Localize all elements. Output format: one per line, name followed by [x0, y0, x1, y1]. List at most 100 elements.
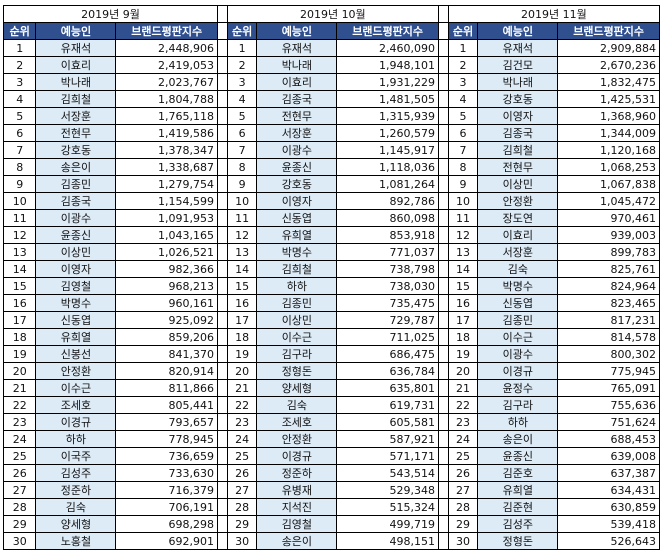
rank-cell: 8 [2, 158, 37, 176]
rank-cell: 29 [2, 515, 37, 533]
rank-cell: 12 [226, 226, 258, 244]
ranking-body: 1 유재석 2,448,906 1 유재석 2,460,090 1 유재석 2,909,884 2… [2, 39, 660, 550]
name-cell: 정형돈 [477, 532, 559, 550]
rank-cell: 27 [226, 481, 258, 499]
name-cell: 김준호 [477, 464, 559, 482]
name-cell: 신동엽 [477, 294, 559, 312]
name-cell: 유희열 [256, 226, 338, 244]
index-cell: 968,213 [115, 277, 218, 295]
name-cell: 유재석 [477, 39, 559, 57]
name-cell: 이영자 [35, 260, 117, 278]
rank-cell: 5 [447, 107, 479, 125]
rank-cell: 1 [447, 39, 479, 57]
rank-cell: 28 [226, 498, 258, 516]
rank-cell: 18 [447, 328, 479, 346]
name-cell: 김희철 [35, 90, 117, 108]
table-row: 17 신동엽 925,092 17 이상민 729,787 17 김종민 817,231 [2, 311, 660, 329]
rank-cell: 7 [226, 141, 258, 159]
index-cell: 1,425,531 [557, 90, 660, 108]
rank-cell: 19 [2, 345, 37, 363]
rank-cell: 21 [226, 379, 258, 397]
name-cell: 김종국 [35, 192, 117, 210]
name-cell: 유재석 [35, 39, 117, 57]
index-cell: 811,866 [115, 379, 218, 397]
rank-cell: 23 [447, 413, 479, 431]
index-cell: 1,481,505 [336, 90, 439, 108]
rank-cell: 12 [447, 226, 479, 244]
rank-cell: 16 [226, 294, 258, 312]
rank-cell: 13 [447, 243, 479, 261]
index-cell: 711,025 [336, 328, 439, 346]
name-cell: 이상민 [477, 175, 559, 193]
rank-cell: 30 [226, 532, 258, 550]
rank-cell: 25 [2, 447, 37, 465]
index-cell: 793,657 [115, 413, 218, 431]
index-cell: 1,931,229 [336, 73, 439, 91]
index-cell: 925,092 [115, 311, 218, 329]
index-cell: 587,921 [336, 430, 439, 448]
rank-cell: 6 [447, 124, 479, 142]
table-row: 29 양세형 698,298 29 김영철 499,719 29 김성주 539,418 [2, 515, 660, 533]
header-index: 브랜드평판지수 [336, 22, 439, 40]
table-row: 14 이영자 982,366 14 김희철 738,798 14 김숙 825,761 [2, 260, 660, 278]
index-cell: 805,441 [115, 396, 218, 414]
table-row: 12 윤종신 1,043,165 12 유희열 853,918 12 이효리 939,003 [2, 226, 660, 244]
header-rank: 순위 [226, 22, 258, 40]
rank-cell: 17 [2, 311, 37, 329]
index-cell: 605,581 [336, 413, 439, 431]
index-cell: 765,091 [557, 379, 660, 397]
name-cell: 김구라 [477, 396, 559, 414]
index-cell: 1,832,475 [557, 73, 660, 91]
name-cell: 김숙 [477, 260, 559, 278]
table-row: 8 송은이 1,338,687 8 윤종신 1,118,036 8 전현무 1,068,253 [2, 158, 660, 176]
name-cell: 안정환 [477, 192, 559, 210]
index-cell: 823,465 [557, 294, 660, 312]
rank-cell: 18 [226, 328, 258, 346]
name-cell: 이광수 [35, 209, 117, 227]
rank-cell: 28 [447, 498, 479, 516]
name-cell: 서장훈 [477, 243, 559, 261]
index-cell: 1,948,101 [336, 56, 439, 74]
header-rank: 순위 [447, 22, 479, 40]
name-cell: 하하 [35, 430, 117, 448]
index-cell: 1,368,960 [557, 107, 660, 125]
name-cell: 김숙 [35, 498, 117, 516]
index-cell: 2,460,090 [336, 39, 439, 57]
table-row: 4 김희철 1,804,788 4 김종국 1,481,505 4 강호동 1,425,531 [2, 90, 660, 108]
name-cell: 박명수 [477, 277, 559, 295]
rank-cell: 9 [2, 175, 37, 193]
index-cell: 751,624 [557, 413, 660, 431]
month-label-oct: 2019년 10월 [226, 5, 439, 23]
rank-cell: 13 [226, 243, 258, 261]
name-cell: 송은이 [477, 430, 559, 448]
index-cell: 1,067,838 [557, 175, 660, 193]
header-name: 예능인 [256, 22, 338, 40]
header-index: 브랜드평판지수 [115, 22, 218, 40]
rank-cell: 11 [226, 209, 258, 227]
index-cell: 1,145,917 [336, 141, 439, 159]
name-cell: 전현무 [477, 158, 559, 176]
table-row: 6 전현무 1,419,586 6 서장훈 1,260,579 6 김종국 1,344,009 [2, 124, 660, 142]
index-cell: 1,260,579 [336, 124, 439, 142]
name-cell: 김성주 [35, 464, 117, 482]
index-cell: 771,037 [336, 243, 439, 261]
index-cell: 1,344,009 [557, 124, 660, 142]
rank-cell: 25 [226, 447, 258, 465]
name-cell: 전현무 [35, 124, 117, 142]
rank-cell: 16 [447, 294, 479, 312]
rank-cell: 26 [2, 464, 37, 482]
month-row: 2019년 9월 2019년 10월 2019년 11월 [3, 5, 660, 23]
index-cell: 515,324 [336, 498, 439, 516]
rank-cell: 5 [2, 107, 37, 125]
table-row: 19 신봉선 841,370 19 김구라 686,475 19 이광수 800,302 [2, 345, 660, 363]
table-row: 28 김숙 706,191 28 지석진 515,324 28 김준현 630,859 [2, 498, 660, 516]
name-cell: 이효리 [35, 56, 117, 74]
index-cell: 1,026,521 [115, 243, 218, 261]
name-cell: 김종국 [256, 90, 338, 108]
table-row: 7 강호동 1,378,347 7 이광수 1,145,917 7 김희철 1,120,168 [2, 141, 660, 159]
table-row: 26 김성주 733,630 26 정준하 543,514 26 김준호 637,387 [2, 464, 660, 482]
name-cell: 김종민 [256, 294, 338, 312]
rank-cell: 2 [447, 56, 479, 74]
index-cell: 688,453 [557, 430, 660, 448]
name-cell: 유희열 [477, 481, 559, 499]
